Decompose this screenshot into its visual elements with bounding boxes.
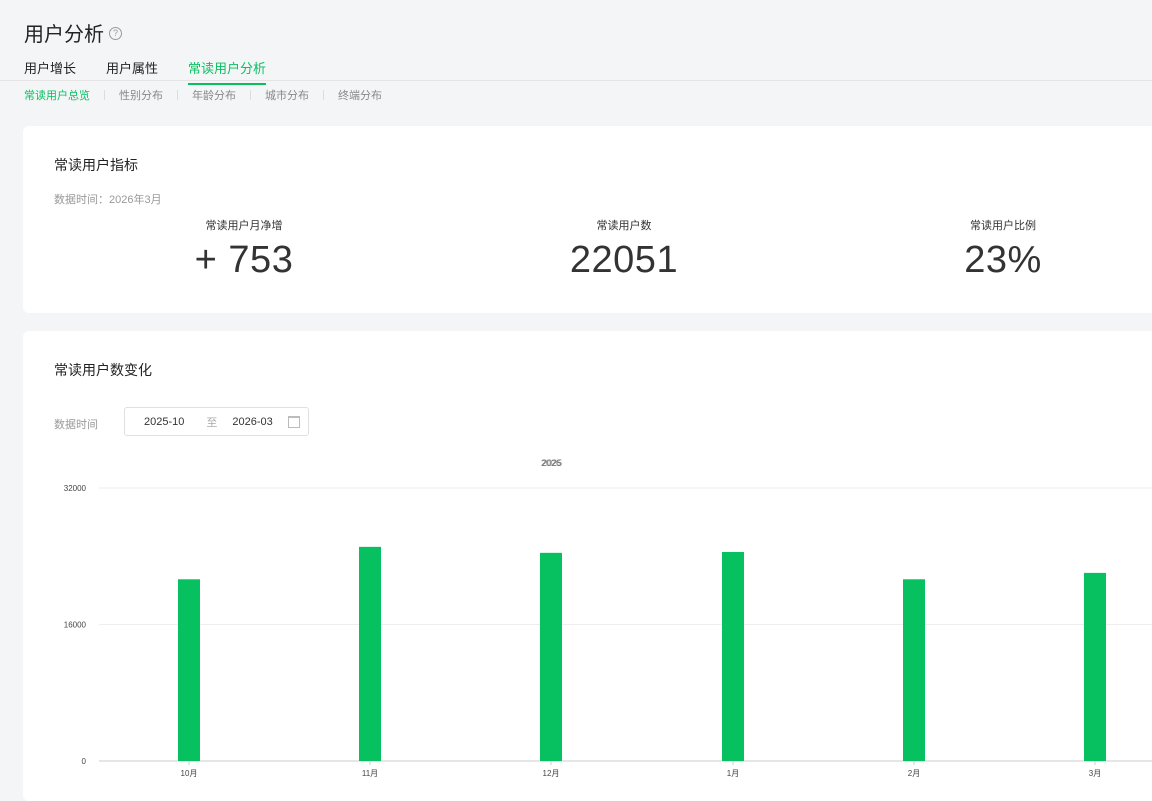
y-tick-label: 32000 [64,484,87,493]
x-tick-label: 3月 [1089,769,1101,778]
y-tick-label: 16000 [64,621,87,630]
metric-user-count: 常读用户数 22051 [524,217,724,282]
tab-divider [0,80,1152,81]
year-label: 2026 [541,458,561,468]
x-tick-label: 10月 [181,769,198,778]
x-tick-label: 1月 [727,769,739,778]
subtab-gender[interactable]: 性别分布 [119,90,163,102]
x-tick-label: 11月 [362,769,378,778]
metric-value: + 753 [194,239,294,281]
indicators-data-time: 数据时间：2026年3月 [54,194,162,206]
subtab-separator [177,90,178,100]
tab-user-growth[interactable]: 用户增长 [24,61,77,76]
subtab-city[interactable]: 城市分布 [265,90,309,102]
subtab-device[interactable]: 终端分布 [338,90,382,102]
y-tick-label: 0 [82,757,87,766]
trend-data-time-label: 数据时间 [54,419,98,431]
metric-value: 22051 [569,239,679,281]
bar[interactable] [722,551,744,761]
subtab-separator [323,90,324,100]
calendar-icon[interactable] [288,416,300,428]
date-range-start[interactable]: 2025-10 [144,415,185,428]
metric-user-ratio: 常读用户比例 23% [903,217,1103,282]
year-label: 2025 [542,458,562,468]
subtab-age[interactable]: 年龄分布 [192,90,236,102]
bar[interactable] [1084,572,1106,761]
bar[interactable] [903,579,925,761]
tab-user-attributes[interactable]: 用户属性 [106,61,159,76]
bar[interactable] [540,552,562,761]
trend-card: 常读用户数变化 数据时间 2025-10 至 2026-03 0 16000 320… [23,331,1152,801]
subtab-separator [250,90,251,100]
subtab-overview[interactable]: 常读用户总览 [24,90,90,102]
question-circle-icon[interactable]: ? [109,27,122,40]
metric-net-growth: 常读用户月净增 + 753 [144,217,344,282]
date-range-picker[interactable]: 2025-10 至 2026-03 [124,407,309,436]
indicators-title: 常读用户指标 [54,157,138,173]
x-tick-label: 2月 [908,769,920,778]
page-title-text: 用户分析 [24,24,104,46]
x-tick-label: 12月 [543,769,560,778]
subtab-separator [104,90,105,100]
tab-frequent-users[interactable]: 常读用户分析 [188,58,267,85]
date-range-separator: 至 [206,416,218,429]
page-title: 用户分析 ? [24,18,122,47]
bar[interactable] [359,546,381,761]
date-range-end[interactable]: 2026-03 [232,415,273,428]
metric-label: 常读用户比例 [970,220,1036,232]
sub-tabs: 常读用户总览 性别分布 年龄分布 城市分布 终端分布 [24,87,382,103]
indicators-card: 常读用户指标 数据时间：2026年3月 常读用户月净增 + 753 常读用户数 … [23,126,1152,313]
bar[interactable] [178,579,200,761]
metric-label: 常读用户月净增 [205,220,283,232]
metric-label: 常读用户数 [596,220,652,232]
main-tabs: 用户增长 用户属性 常读用户分析 [24,58,296,85]
metric-value: 23% [964,239,1042,281]
trend-title: 常读用户数变化 [54,362,152,378]
